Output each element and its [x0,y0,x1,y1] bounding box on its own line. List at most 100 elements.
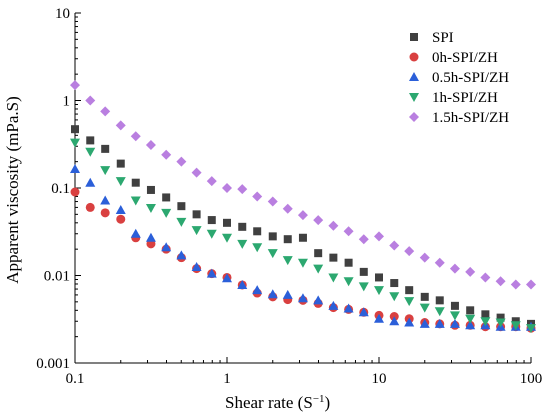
data-point [404,246,415,257]
data-point [449,318,460,328]
data-point [116,214,126,224]
legend-marker [409,112,419,122]
data-point [434,307,445,317]
legend-label: SPI [432,30,454,46]
x-tick-label: 1 [223,371,231,387]
data-point [495,276,506,287]
x-axis-ticks: 0.1 1 10 100 [66,357,542,387]
data-point [328,220,339,231]
data-point [115,120,126,131]
data-point [161,242,172,252]
y-tick-label: 0.001 [36,356,70,372]
legend-marker [409,93,419,102]
series-2 [70,163,536,331]
data-point [389,292,400,302]
data-point [222,273,232,283]
data-point [130,196,141,206]
data-point [313,264,324,274]
data-point [435,296,444,305]
data-point [131,178,140,187]
data-point [237,239,248,249]
data-point [146,185,155,194]
data-point [495,318,506,328]
data-point [434,257,445,268]
data-point [298,233,307,242]
data-point [85,177,96,187]
data-point [252,243,263,253]
legend-label: 1h-SPI/ZH [432,90,498,106]
data-point [145,204,156,214]
y-tick-label: 0.1 [51,181,70,197]
data-point [223,218,231,227]
data-point [450,301,459,310]
data-point [465,266,476,277]
data-point [115,177,126,187]
data-point [420,292,429,301]
data-point [222,233,232,243]
data-point [328,273,339,283]
y-tick-label: 10 [55,6,70,22]
data-point [449,263,460,274]
data-point [314,249,323,258]
data-point [313,215,324,226]
data-point [374,286,384,296]
data-point [100,106,111,117]
data-point [358,234,369,245]
data-point [237,184,248,195]
data-point [481,310,490,319]
data-point [161,149,172,160]
data-point [70,80,80,91]
data-point [496,313,505,322]
data-point [70,187,80,197]
data-point [268,232,277,241]
data-point [465,320,476,330]
data-point [343,303,354,313]
data-point [100,195,111,205]
legend-label: 0.5h-SPI/ZH [432,70,509,86]
series-4 [70,80,536,290]
data-point [328,300,339,310]
data-point [480,317,491,327]
data-point [343,226,354,237]
data-point [389,240,400,251]
y-tick-label: 0.01 [44,269,70,285]
data-point [206,176,217,187]
data-point [526,324,536,334]
data-point [465,314,476,324]
data-point [343,277,354,287]
data-point [374,313,384,323]
data-point [222,183,232,193]
data-point [85,95,96,106]
data-point [145,232,156,242]
series-0 [71,125,535,328]
data-point [161,208,172,218]
data-point [419,252,430,263]
data-point [130,131,141,142]
legend-label: 0h-SPI/ZH [432,50,498,66]
data-point [206,268,217,278]
data-point [100,166,111,176]
plot-area: 0.001 0.01 0.1 1 10 0.1 1 10 100 [36,6,542,387]
data-point [419,303,430,313]
data-point [297,210,308,221]
data-point [329,253,338,262]
data-point [282,203,293,214]
data-point [162,193,171,202]
data-point [297,258,308,268]
data-point [510,321,521,331]
data-point [267,249,278,259]
data-point [176,217,187,227]
data-point [115,205,126,215]
data-point [85,202,95,212]
data-point [480,272,491,283]
data-point [313,295,324,305]
series-3 [70,138,536,334]
data-point [86,136,95,145]
data-point [252,191,263,202]
data-point [511,317,520,326]
data-point [71,125,79,134]
data-point [267,196,278,207]
data-points [70,80,536,334]
legend-label: 1.5h-SPI/ZH [432,110,509,126]
